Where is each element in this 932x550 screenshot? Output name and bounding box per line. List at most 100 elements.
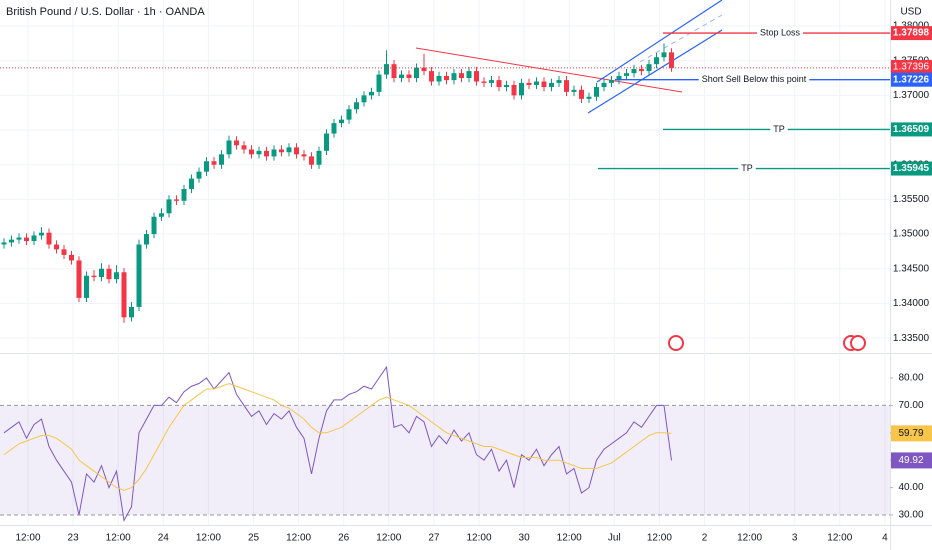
candle-body	[331, 123, 337, 134]
level-badge	[891, 26, 932, 41]
candle-body	[181, 189, 187, 201]
candle-body	[121, 272, 127, 318]
currency: USD	[900, 7, 921, 18]
candle-body	[256, 150, 262, 155]
candle-body	[54, 244, 59, 250]
value-label: 49.92	[898, 455, 923, 466]
y-tick-label: 80.00	[898, 373, 923, 384]
x-tick-label: 3	[792, 533, 798, 544]
candle-body	[489, 80, 494, 83]
candle-body	[564, 80, 569, 92]
candle-body	[204, 161, 209, 172]
x-tick-label: 27	[428, 533, 440, 544]
x-tick-label: 12:00	[557, 533, 582, 544]
candle-body	[301, 154, 307, 157]
y-tick-label: 1.33500	[893, 333, 930, 344]
x-tick-label: 12:00	[466, 533, 491, 544]
y-tick-label: 1.37000	[893, 90, 930, 101]
event-icon[interactable]	[668, 335, 684, 351]
x-tick-label: 24	[158, 533, 170, 544]
candle-body	[601, 82, 607, 88]
x-tick-label: 12:00	[15, 533, 40, 544]
candle-body	[316, 150, 322, 165]
candle-body	[429, 71, 434, 82]
candle-body	[451, 73, 457, 81]
candle-body	[196, 171, 202, 179]
candle-body	[166, 199, 172, 214]
chart-title: British Pound / U.S. Dollar · 1h · OANDA	[6, 6, 205, 18]
channel-upper	[596, 0, 723, 83]
x-tick-label: 2	[702, 533, 708, 544]
x-tick-label: 30	[519, 533, 531, 544]
candle-body	[399, 74, 404, 79]
level-price: 1.35945	[893, 163, 930, 174]
candle-body	[16, 237, 22, 240]
y-tick-label: 30.00	[898, 510, 923, 521]
candle-body	[361, 95, 367, 103]
candle-body	[76, 260, 82, 298]
candle-body	[249, 149, 254, 155]
candle-body	[586, 96, 592, 99]
y-tick-label: 40.00	[898, 482, 923, 493]
candle-body	[99, 268, 104, 278]
level-price: 1.37226	[893, 74, 930, 85]
level-label: Stop Loss	[760, 27, 801, 37]
rsi-band	[0, 405, 890, 515]
candle-body	[159, 213, 164, 217]
x-tick-label: 12:00	[647, 533, 672, 544]
candle-body	[421, 67, 427, 72]
candle-body	[264, 150, 269, 157]
candle-body	[234, 140, 239, 146]
candle-body	[226, 140, 232, 155]
candle-body	[84, 275, 89, 298]
channel-lower	[587, 29, 723, 114]
y-tick-label: 1.35000	[893, 229, 930, 240]
candle-body	[384, 64, 389, 75]
y-tick-label: 1.35500	[893, 194, 930, 205]
rsi-line	[3, 382, 672, 491]
candle-body	[271, 149, 277, 157]
candle-body	[136, 244, 142, 307]
candle-body	[609, 80, 614, 83]
candle-body	[571, 89, 577, 92]
candle-body	[391, 64, 397, 79]
candle-body	[661, 52, 667, 58]
level-badge	[891, 122, 932, 137]
candle-body	[309, 156, 314, 165]
candle-body	[541, 81, 547, 88]
candle-body	[549, 82, 554, 88]
candle-body	[324, 133, 329, 151]
candle-body	[241, 145, 247, 150]
candle-body	[594, 87, 599, 97]
y-tick-label: 70.00	[898, 400, 923, 411]
rsi-line	[3, 365, 672, 523]
x-tick-label: 12:00	[827, 533, 852, 544]
candle-body	[466, 71, 472, 79]
y-tick-label: 1.34000	[893, 298, 930, 309]
candle-body	[654, 57, 659, 65]
event-icon[interactable]	[850, 335, 866, 351]
candle-body	[144, 234, 149, 245]
candle-body	[24, 237, 29, 242]
candle-body	[504, 84, 509, 88]
level-label: TP	[741, 163, 753, 173]
candle-body	[151, 216, 157, 235]
candle-body	[519, 82, 524, 96]
candle-body	[474, 71, 479, 82]
candle-body	[46, 232, 52, 245]
x-tick-label: 25	[248, 533, 260, 544]
candle-body	[39, 232, 44, 236]
candle-body	[436, 75, 442, 82]
candle-body	[481, 81, 487, 83]
candle-body	[354, 102, 359, 110]
candle-body	[556, 80, 562, 83]
candle-body	[294, 147, 299, 155]
event-icons	[668, 335, 866, 351]
trend-line	[415, 47, 683, 93]
drawings	[415, 0, 723, 114]
candle-body	[414, 67, 419, 79]
last-price-label: 1.37396	[893, 62, 930, 73]
level-price: 1.37898	[893, 28, 930, 39]
candle-body	[526, 82, 532, 85]
